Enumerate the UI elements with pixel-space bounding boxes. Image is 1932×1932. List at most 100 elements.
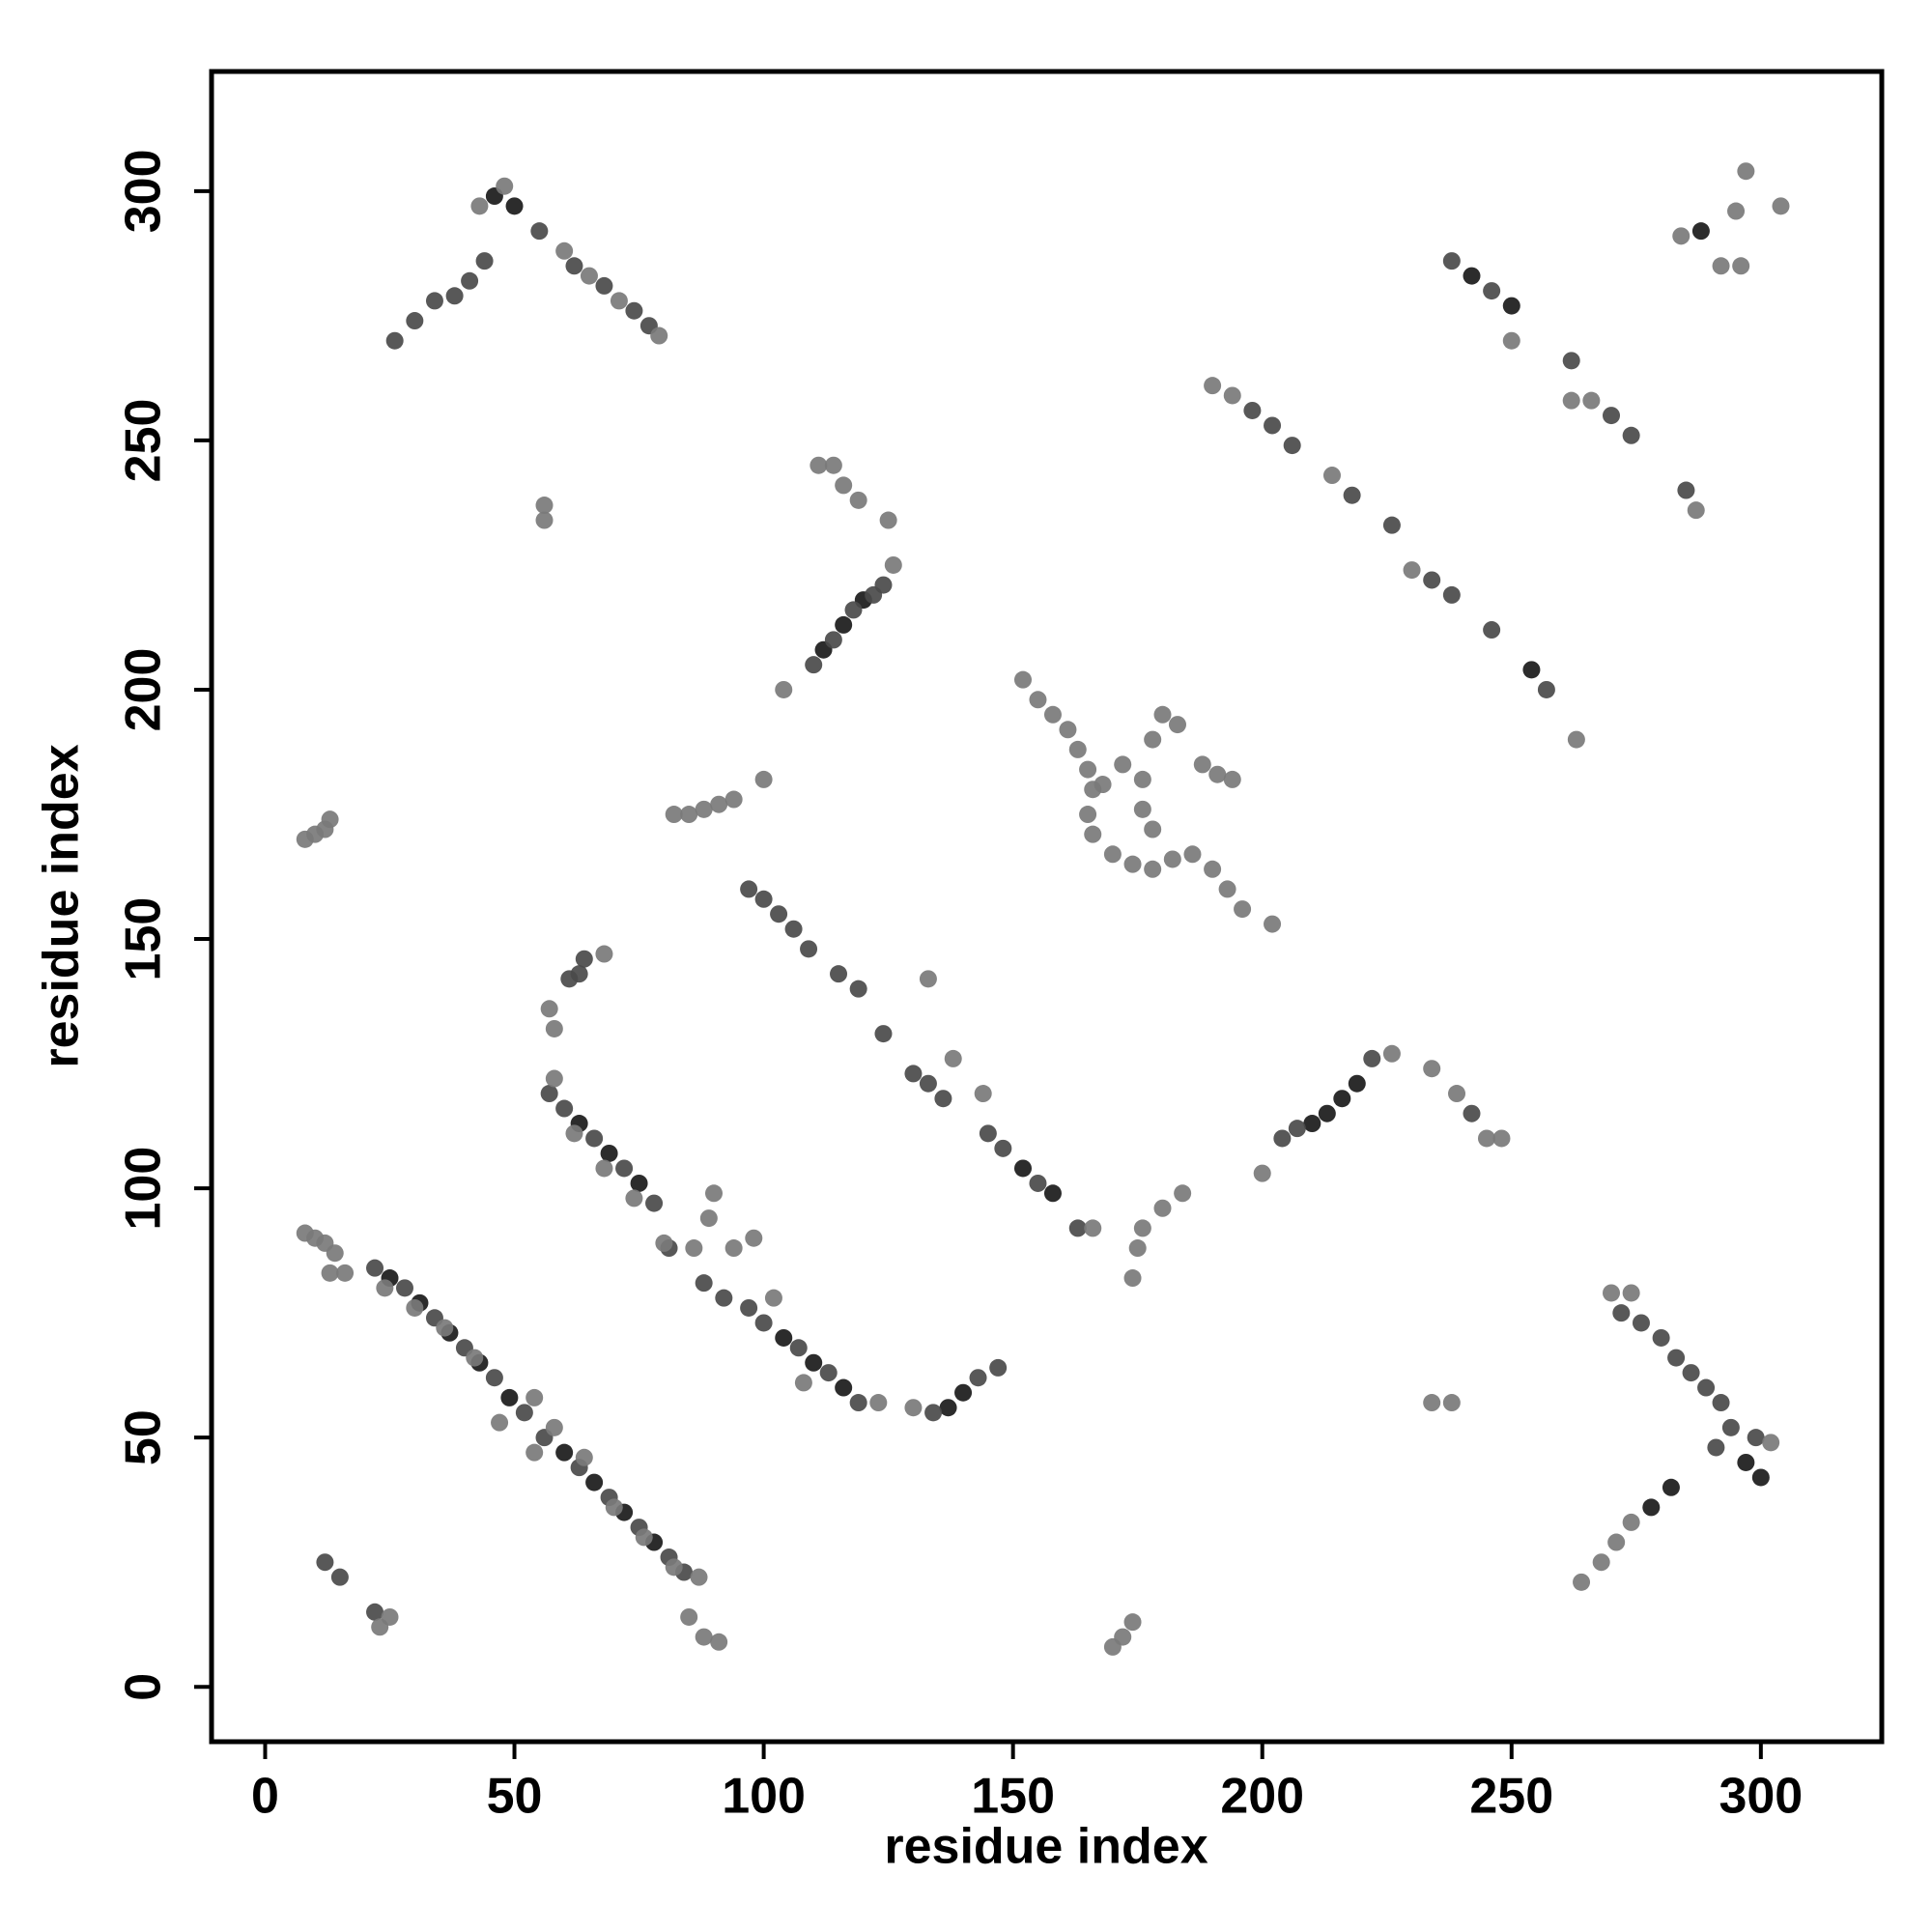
- point: [1682, 1364, 1700, 1382]
- point: [1477, 1129, 1495, 1148]
- point: [540, 1000, 558, 1018]
- point: [575, 1448, 593, 1466]
- point: [754, 1314, 773, 1332]
- point: [585, 1129, 604, 1148]
- point: [844, 601, 863, 619]
- point: [994, 1139, 1012, 1157]
- point: [710, 1633, 728, 1651]
- point: [740, 880, 758, 898]
- point: [491, 1413, 509, 1432]
- point: [824, 456, 842, 474]
- point: [1133, 770, 1151, 788]
- x-tick-label: 50: [487, 1769, 543, 1825]
- point: [810, 456, 828, 474]
- point: [1133, 800, 1151, 818]
- point: [635, 1528, 653, 1547]
- point: [1423, 1060, 1441, 1078]
- point: [1423, 1394, 1441, 1412]
- y-tick-label: 0: [116, 1673, 172, 1701]
- point: [1079, 760, 1097, 779]
- point: [395, 1279, 413, 1297]
- point: [695, 800, 713, 818]
- point: [1622, 1513, 1640, 1531]
- point: [1448, 1085, 1466, 1103]
- point: [680, 806, 698, 824]
- point: [1253, 1164, 1271, 1182]
- point: [789, 1339, 808, 1357]
- point: [630, 1174, 648, 1192]
- point: [1662, 1478, 1680, 1496]
- point: [1442, 252, 1461, 270]
- point: [794, 1374, 812, 1392]
- point: [1463, 1104, 1481, 1122]
- point: [784, 920, 803, 938]
- point: [655, 1234, 673, 1252]
- point: [704, 1184, 723, 1203]
- x-tick-label: 200: [1220, 1769, 1304, 1825]
- point: [824, 631, 842, 649]
- point: [545, 1019, 563, 1037]
- point: [1667, 1349, 1686, 1367]
- point: [505, 197, 524, 215]
- point: [835, 615, 853, 634]
- point: [406, 1298, 424, 1317]
- point: [316, 1553, 334, 1572]
- point: [1712, 257, 1730, 275]
- point: [1094, 776, 1112, 794]
- x-tick-label: 250: [1469, 1769, 1553, 1825]
- point: [565, 257, 583, 275]
- point: [1721, 1418, 1740, 1436]
- plot-frame: [209, 69, 1885, 1745]
- point: [869, 1394, 888, 1412]
- point: [1348, 1074, 1366, 1093]
- point: [919, 970, 937, 988]
- point: [1687, 501, 1705, 520]
- point: [610, 292, 628, 310]
- point: [1737, 162, 1755, 181]
- point: [1492, 1129, 1511, 1148]
- point: [1603, 1284, 1621, 1302]
- point: [775, 1328, 793, 1347]
- point: [1567, 730, 1585, 749]
- point: [849, 1394, 867, 1412]
- point: [526, 1443, 544, 1462]
- point: [1288, 1120, 1306, 1138]
- point: [555, 242, 574, 260]
- point: [1483, 621, 1501, 639]
- point: [1223, 770, 1241, 788]
- point: [515, 1404, 533, 1422]
- point: [1652, 1328, 1670, 1347]
- point: [874, 1025, 893, 1043]
- point: [1029, 1174, 1047, 1192]
- point: [680, 1607, 698, 1626]
- point: [1522, 661, 1541, 679]
- point: [830, 965, 848, 983]
- point: [1691, 222, 1710, 241]
- point: [425, 292, 443, 310]
- point: [1727, 202, 1746, 220]
- point: [1463, 267, 1481, 285]
- point: [1322, 467, 1341, 485]
- point: [1592, 1553, 1610, 1572]
- point: [1264, 416, 1282, 435]
- point: [1672, 227, 1690, 245]
- point: [1193, 755, 1211, 774]
- point: [1208, 765, 1227, 783]
- point: [974, 1085, 992, 1103]
- point: [545, 1069, 563, 1088]
- point: [540, 1085, 558, 1103]
- point: [1153, 705, 1172, 724]
- point: [1751, 1468, 1770, 1487]
- point: [436, 1319, 454, 1337]
- point: [545, 1418, 563, 1436]
- point: [835, 476, 853, 495]
- point: [874, 576, 893, 594]
- point: [1622, 1284, 1640, 1302]
- point: [1502, 331, 1520, 350]
- point: [764, 1289, 782, 1307]
- point: [555, 1443, 574, 1462]
- point: [406, 312, 424, 330]
- point: [1403, 561, 1421, 580]
- point: [376, 1279, 394, 1297]
